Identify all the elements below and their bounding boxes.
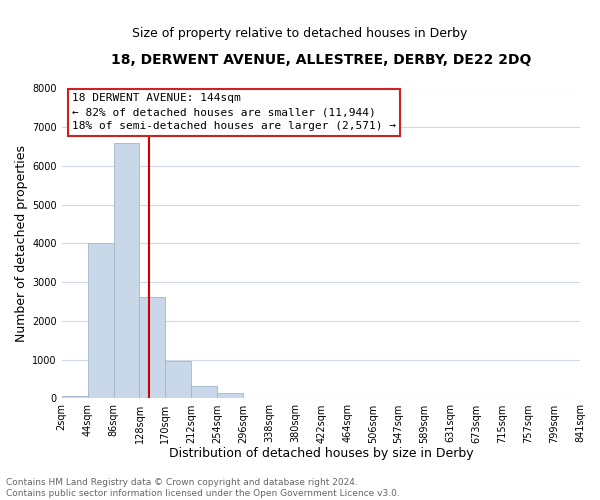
X-axis label: Distribution of detached houses by size in Derby: Distribution of detached houses by size … — [169, 447, 473, 460]
Bar — [113, 142, 139, 398]
Bar — [166, 362, 191, 399]
Bar — [217, 394, 243, 398]
Text: Size of property relative to detached houses in Derby: Size of property relative to detached ho… — [133, 28, 467, 40]
Bar — [191, 386, 217, 398]
Bar — [88, 244, 113, 398]
Text: Contains HM Land Registry data © Crown copyright and database right 2024.
Contai: Contains HM Land Registry data © Crown c… — [6, 478, 400, 498]
Text: 18 DERWENT AVENUE: 144sqm
← 82% of detached houses are smaller (11,944)
18% of s: 18 DERWENT AVENUE: 144sqm ← 82% of detac… — [72, 93, 396, 131]
Y-axis label: Number of detached properties: Number of detached properties — [15, 145, 28, 342]
Bar — [139, 297, 166, 398]
Title: 18, DERWENT AVENUE, ALLESTREE, DERBY, DE22 2DQ: 18, DERWENT AVENUE, ALLESTREE, DERBY, DE… — [110, 52, 531, 66]
Bar — [62, 396, 88, 398]
